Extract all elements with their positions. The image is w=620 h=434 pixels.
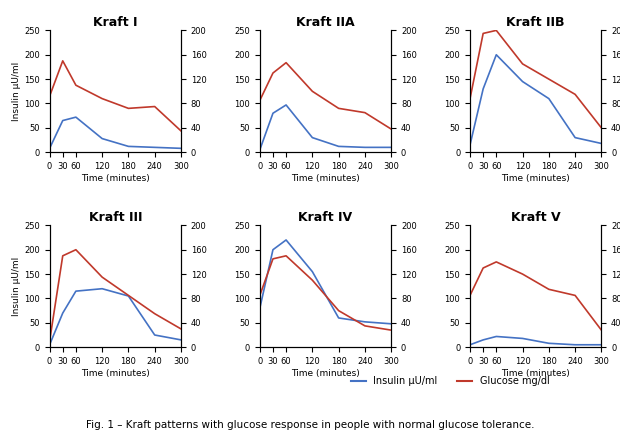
- Text: Fig. 1 – Kraft patterns with glucose response in people with normal glucose tole: Fig. 1 – Kraft patterns with glucose res…: [86, 420, 534, 430]
- X-axis label: Time (minutes): Time (minutes): [502, 174, 570, 183]
- Y-axis label: Insulin μU/ml: Insulin μU/ml: [12, 256, 21, 316]
- Title: Kraft IIA: Kraft IIA: [296, 16, 355, 29]
- X-axis label: Time (minutes): Time (minutes): [291, 174, 360, 183]
- X-axis label: Time (minutes): Time (minutes): [81, 369, 149, 378]
- Y-axis label: Insulin μU/ml: Insulin μU/ml: [12, 62, 21, 121]
- Title: Kraft V: Kraft V: [511, 211, 560, 224]
- Title: Kraft I: Kraft I: [93, 16, 138, 29]
- Title: Kraft III: Kraft III: [89, 211, 142, 224]
- X-axis label: Time (minutes): Time (minutes): [291, 369, 360, 378]
- X-axis label: Time (minutes): Time (minutes): [81, 174, 149, 183]
- Title: Kraft IV: Kraft IV: [298, 211, 353, 224]
- Title: Kraft IIB: Kraft IIB: [507, 16, 565, 29]
- X-axis label: Time (minutes): Time (minutes): [502, 369, 570, 378]
- Legend: Insulin μU/ml, Glucose mg/dl: Insulin μU/ml, Glucose mg/dl: [347, 372, 553, 390]
